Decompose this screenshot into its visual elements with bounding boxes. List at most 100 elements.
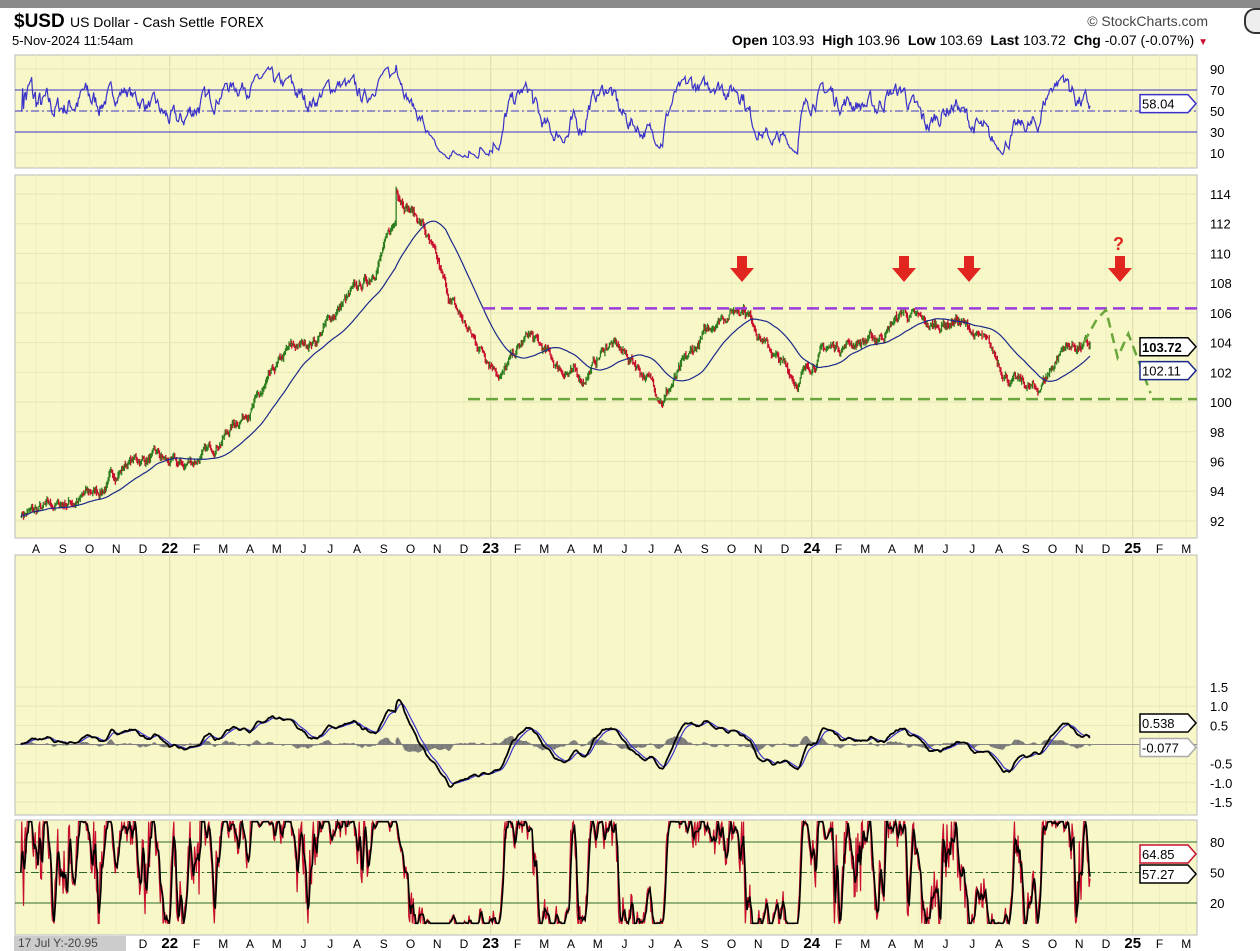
x-tick-label: A [995,542,1003,556]
x-tick-label: M [272,542,282,556]
red-arrow-icon [957,256,981,282]
x-tick-label: S [701,542,709,556]
x-tick-label: F [835,937,842,951]
price-tick: 94 [1210,484,1224,499]
macd-tick: -1.5 [1210,795,1232,810]
last-price-tag: 103.72 [1139,337,1198,357]
x-tick-label: 25 [1124,540,1141,557]
rsi-tick: 90 [1210,62,1224,77]
x-tick-label: M [1181,542,1191,556]
down-triangle-icon: ▼ [1198,37,1208,48]
x-tick-label: N [754,937,763,951]
price-tick: 112 [1210,217,1231,232]
x-tick-label: A [353,937,361,951]
x-tick-label: O [1048,542,1057,556]
last-value: 103.72 [1023,32,1066,48]
stoch-d-line [20,818,1091,926]
x-tick-label: N [1075,937,1084,951]
x-tick-label: 25 [1124,935,1141,951]
macd-value-tag: 0.538 [1139,713,1198,733]
x-tick-label: J [301,937,307,951]
x-tick-label: J [969,542,975,556]
window-toolbar [0,0,1260,8]
stoch-k-tag: 64.85 [1139,844,1198,864]
x-tick-label: A [888,542,896,556]
low-label: Low [907,32,936,48]
x-tick-label: D [460,542,469,556]
x-tick-label: F [514,542,521,556]
x-tick-label: F [1156,937,1163,951]
x-tick-label: O [1048,937,1057,951]
x-tick-label: S [59,542,67,556]
rsi-tick: 10 [1210,146,1224,161]
price-tick: 110 [1210,246,1231,261]
rsi-line [20,64,1091,160]
macd-tick: 1.0 [1210,699,1228,714]
x-tick-label: J [327,937,333,951]
rsi-tick: 50 [1210,104,1224,119]
x-tick-label: D [781,937,790,951]
stoch-k-tag-text: 64.85 [1142,847,1175,862]
x-tick-label: N [1075,542,1084,556]
x-tick-label: J [648,937,654,951]
open-label: Open [731,32,768,48]
stoch-d-tag-text: 57.27 [1142,867,1175,882]
x-tick-label: F [193,542,200,556]
x-tick-label: A [246,542,254,556]
x-tick-label: A [32,542,40,556]
moving-average-line [20,220,1091,518]
last-label: Last [990,32,1020,48]
x-tick-label: S [380,937,388,951]
x-tick-label: M [593,937,603,951]
stoch-tick: 50 [1210,866,1224,881]
x-tick-label: D [139,937,148,951]
x-tick-label: O [727,542,736,556]
x-tick-label: J [622,937,628,951]
macd-tick: 1.5 [1210,680,1228,695]
x-tick-label: D [1102,937,1111,951]
stoch-tick: 80 [1210,835,1224,850]
x-tick-label: M [914,937,924,951]
x-tick-label: A [674,937,682,951]
x-tick-label: A [888,937,896,951]
price-tick: 114 [1210,187,1231,202]
macd-hist-tag: -0.077 [1139,737,1198,758]
x-tick-label: A [995,937,1003,951]
high-label: High [822,32,854,48]
x-tick-label: N [433,542,442,556]
x-tick-label: 24 [803,540,820,557]
chg-label: Chg [1073,32,1101,48]
x-tick-label: M [272,937,282,951]
x-tick-label: O [406,937,415,951]
close-button[interactable] [1244,8,1260,34]
x-tick-label: M [860,937,870,951]
red-arrow-icon [892,256,916,282]
rsi-tick: 30 [1210,125,1224,140]
quote-summary: Open 103.93 High 103.96 Low 103.69 Last … [732,32,1208,48]
x-tick-label: F [835,542,842,556]
x-tick-label: M [218,542,228,556]
chart-title: $USD US Dollar - Cash Settle FOREX [14,11,264,33]
red-arrow-icon [730,256,754,282]
x-tick-label: S [1022,542,1030,556]
price-tick: 102 [1210,365,1232,380]
x-tick-label: J [622,542,628,556]
x-tick-label: A [674,542,682,556]
x-tick-label: D [1102,542,1111,556]
macd-tick: 0.5 [1210,718,1228,733]
x-tick-label: M [539,542,549,556]
x-tick-label: 24 [803,935,820,951]
price-tick: 104 [1210,336,1232,351]
projection-line [1082,307,1152,394]
x-tick-label: S [701,937,709,951]
x-tick-label: M [218,937,228,951]
x-tick-label: J [648,542,654,556]
cursor-readout: 17 Jul Y:-20.95 [14,936,126,951]
x-tick-label: A [567,937,575,951]
x-tick-label: J [301,542,307,556]
panel-1 [14,174,1198,539]
price-tick: 100 [1210,395,1232,410]
x-tick-label: M [914,542,924,556]
x-tick-label: D [460,937,469,951]
